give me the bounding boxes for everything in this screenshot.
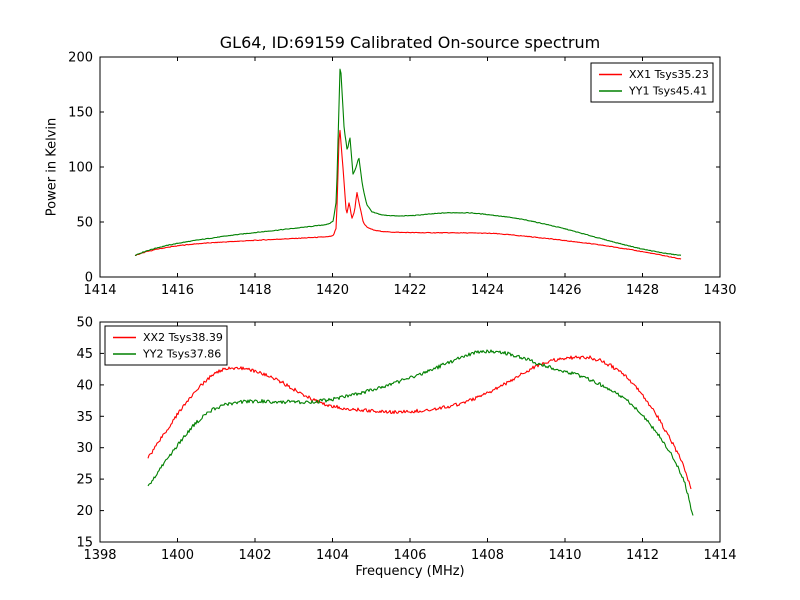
x-tick-label: 1428 [626, 283, 659, 298]
legend: XX2 Tsys38.39 YY2 Tsys37.86 [104, 325, 228, 366]
x-tick-label: 1400 [161, 548, 194, 563]
y-tick-label: 20 [76, 504, 93, 519]
y-tick-label: 30 [76, 441, 93, 456]
legend-label: XX2 Tsys38.39 [143, 331, 223, 344]
x-tick-label: 1420 [316, 283, 349, 298]
legend-box [590, 62, 714, 103]
x-tick-label: 1410 [548, 548, 581, 563]
y-tick-label: 45 [76, 347, 93, 362]
y-tick-label: 100 [68, 161, 93, 176]
y-tick-label: 25 [76, 473, 93, 488]
series-line-xx1 [134, 129, 682, 260]
x-tick-label: 1430 [703, 283, 736, 298]
y-tick-label: 0 [85, 271, 93, 286]
chart-title: GL64, ID:69159 Calibrated On-source spec… [219, 33, 601, 52]
legend: XX1 Tsys35.23 YY1 Tsys45.41 [590, 62, 714, 103]
y-tick-label: 15 [76, 536, 93, 551]
x-tick-label: 1416 [161, 283, 194, 298]
subplot-1: 1414 1416 1418 1420 1422 1424 1426 1428 1430 0 50 1… [68, 51, 736, 299]
subplot-2: 1398 1400 1402 1404 1406 1408 1410 1412 1414 15 20… [76, 316, 736, 564]
y-tick-label: 50 [76, 316, 93, 331]
legend-label: YY2 Tsys37.86 [142, 348, 221, 361]
x-tick-label: 1418 [238, 283, 271, 298]
legend-label: YY1 Tsys45.41 [628, 85, 707, 98]
y-tick-label: 150 [68, 106, 93, 121]
x-tick-label: 1412 [626, 548, 659, 563]
x-tick-label: 1414 [83, 283, 116, 298]
series-line-xx2 [147, 355, 692, 490]
legend-box [104, 325, 228, 366]
y-tick-label: 200 [68, 51, 93, 66]
x-tick-label: 1422 [393, 283, 426, 298]
legend-label: XX1 Tsys35.23 [629, 68, 709, 81]
y-tick-label: 35 [76, 410, 93, 425]
x-tick-label: 1408 [471, 548, 504, 563]
x-axis-label: Frequency (MHz) [355, 564, 465, 579]
series-line-yy1 [134, 68, 682, 257]
series-line-yy2 [147, 349, 694, 516]
x-tick-label: 1398 [83, 548, 116, 563]
x-tick-label: 1424 [471, 283, 504, 298]
y-tick-label: 50 [76, 216, 93, 231]
x-tick-label: 1402 [238, 548, 271, 563]
x-tick-label: 1404 [316, 548, 349, 563]
y-axis-label: Power in Kelvin [44, 117, 60, 217]
x-tick-label: 1406 [393, 548, 426, 563]
x-tick-label: 1414 [703, 548, 736, 563]
y-tick-label: 40 [76, 378, 93, 393]
x-tick-label: 1426 [548, 283, 581, 298]
